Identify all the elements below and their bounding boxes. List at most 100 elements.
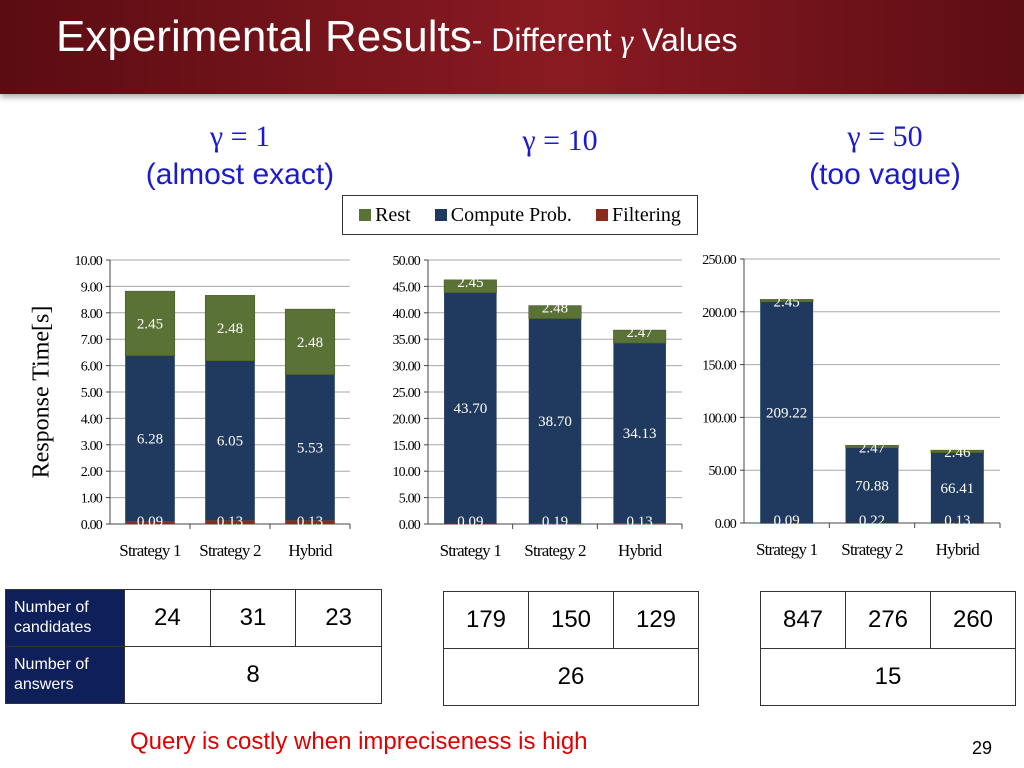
data-label: 6.28 bbox=[137, 432, 163, 448]
y-tick-label: 7.00 bbox=[81, 333, 103, 348]
chart-legend: Rest Compute Prob. Filtering bbox=[342, 195, 698, 235]
bar-segment-rest bbox=[124, 290, 176, 357]
table-cell: 15 bbox=[760, 648, 1016, 706]
stats-table-1: Number of candidates 24 31 23 Number of … bbox=[5, 589, 382, 704]
page-number: 29 bbox=[971, 738, 992, 758]
table-cell: 276 bbox=[845, 591, 931, 649]
data-label: 66.41 bbox=[940, 481, 974, 497]
bar-segment-filtering bbox=[760, 522, 814, 524]
x-category-label: Hybrid bbox=[288, 541, 333, 560]
data-label: 34.13 bbox=[623, 426, 657, 442]
y-tick-label: 15.00 bbox=[392, 439, 420, 454]
table-cell: 847 bbox=[760, 591, 846, 649]
bar-segment-compute-prob- bbox=[528, 318, 582, 523]
data-label: 2.46 bbox=[944, 445, 971, 461]
y-tick-label: 5.00 bbox=[399, 492, 421, 507]
bar-segment-rest bbox=[845, 445, 899, 449]
bar-segment-compute-prob- bbox=[205, 360, 255, 521]
gamma-1-desc: (almost exact) bbox=[145, 158, 335, 191]
y-tick-label: 1.00 bbox=[81, 492, 103, 507]
data-label: 5.53 bbox=[297, 441, 323, 457]
title-bar: Experimental Results- Different γ Values bbox=[0, 0, 1024, 94]
legend-swatch-rest bbox=[359, 209, 372, 221]
gamma-1-label: γ = 1 (almost exact) bbox=[120, 118, 360, 194]
y-tick-label: 4.00 bbox=[81, 412, 103, 427]
legend-label-filtering: Filtering bbox=[612, 203, 681, 226]
gamma-10-label: γ = 10 bbox=[440, 122, 680, 160]
table-cell: 150 bbox=[528, 591, 614, 649]
data-label: 0.19 bbox=[542, 514, 568, 530]
table-cell: 179 bbox=[443, 591, 529, 649]
legend-swatch-filtering bbox=[596, 209, 609, 221]
y-tick-label: 20.00 bbox=[392, 412, 420, 427]
data-label: 0.13 bbox=[217, 514, 243, 530]
y-tick-label: 0.00 bbox=[399, 518, 421, 533]
title-sub-prefix: - Different bbox=[471, 22, 621, 58]
data-label: 0.09 bbox=[457, 514, 483, 530]
gamma-50-eq: γ = 50 bbox=[847, 120, 923, 153]
y-tick-label: 50.00 bbox=[392, 254, 420, 269]
bar-segment-rest bbox=[759, 299, 814, 303]
table-cell: 129 bbox=[613, 591, 699, 649]
table-cell: 260 bbox=[930, 591, 1016, 649]
data-label: 43.70 bbox=[453, 401, 487, 417]
data-label: 0.09 bbox=[137, 514, 163, 530]
slide-title: Experimental Results- Different γ Values bbox=[56, 12, 738, 62]
data-label: 2.48 bbox=[542, 301, 568, 317]
x-category-label: Hybrid bbox=[936, 540, 981, 559]
table-cell: 8 bbox=[124, 646, 382, 704]
y-tick-label: 8.00 bbox=[81, 307, 103, 322]
bar-segment-filtering bbox=[528, 522, 582, 524]
stats-table-3: 847 276 260 15 bbox=[760, 591, 1016, 706]
y-tick-label: 50.00 bbox=[708, 464, 736, 479]
row-header-answers: Number of answers bbox=[5, 646, 125, 704]
y-tick-label: 10.00 bbox=[392, 465, 420, 480]
data-label: 2.47 bbox=[627, 325, 654, 341]
x-category-label: Strategy 2 bbox=[199, 541, 261, 560]
data-label: 2.45 bbox=[137, 316, 163, 332]
y-tick-label: 35.00 bbox=[392, 333, 420, 348]
bar-segment-filtering bbox=[613, 523, 666, 525]
data-label: 209.22 bbox=[766, 405, 807, 421]
data-label: 0.09 bbox=[774, 513, 800, 529]
x-category-label: Strategy 1 bbox=[119, 541, 181, 560]
bar-segment-rest bbox=[613, 329, 667, 344]
y-tick-label: 40.00 bbox=[392, 307, 420, 322]
bar-segment-rest bbox=[443, 279, 497, 294]
bar-segment-filtering bbox=[930, 522, 984, 524]
data-label: 0.22 bbox=[859, 513, 885, 529]
title-main: Experimental Results bbox=[56, 12, 472, 61]
bar-segment-compute-prob- bbox=[760, 301, 814, 523]
bar-segment-filtering bbox=[205, 520, 255, 524]
y-tick-label: 30.00 bbox=[392, 360, 420, 375]
legend-label-compute: Compute Prob. bbox=[450, 203, 572, 226]
x-category-label: Strategy 1 bbox=[440, 541, 502, 560]
bar-segment-rest bbox=[930, 449, 985, 453]
table-cell: 23 bbox=[295, 589, 382, 647]
bar-segment-compute-prob- bbox=[613, 343, 666, 524]
footer-note: Query is costly when impreciseness is hi… bbox=[130, 728, 588, 755]
legend-item-filtering: Filtering bbox=[596, 204, 681, 227]
legend-item-compute: Compute Prob. bbox=[434, 203, 572, 227]
x-category-label: Strategy 1 bbox=[756, 540, 818, 559]
row-header-candidates: Number of candidates bbox=[5, 589, 125, 647]
y-tick-label: 0.00 bbox=[81, 518, 103, 533]
bar-segment-rest bbox=[204, 295, 256, 362]
legend-label-rest: Rest bbox=[375, 203, 411, 226]
title-sub-suffix: Values bbox=[633, 22, 738, 58]
x-category-label: Hybrid bbox=[618, 541, 663, 560]
y-tick-label: 100.00 bbox=[702, 411, 737, 426]
y-tick-label: 3.00 bbox=[81, 439, 103, 454]
y-tick-label: 10.00 bbox=[74, 254, 102, 269]
y-tick-label: 9.00 bbox=[81, 280, 103, 295]
data-label: 2.47 bbox=[859, 440, 886, 456]
x-category-label: Strategy 2 bbox=[524, 541, 586, 560]
data-label: 0.13 bbox=[297, 514, 323, 530]
bar-segment-compute-prob- bbox=[845, 447, 899, 523]
data-label: 0.13 bbox=[627, 514, 653, 530]
y-tick-label: 250.00 bbox=[702, 253, 737, 268]
stats-table-2: 179 150 129 26 bbox=[443, 591, 699, 706]
y-tick-label: 45.00 bbox=[392, 280, 420, 295]
data-label: 2.48 bbox=[217, 321, 243, 337]
